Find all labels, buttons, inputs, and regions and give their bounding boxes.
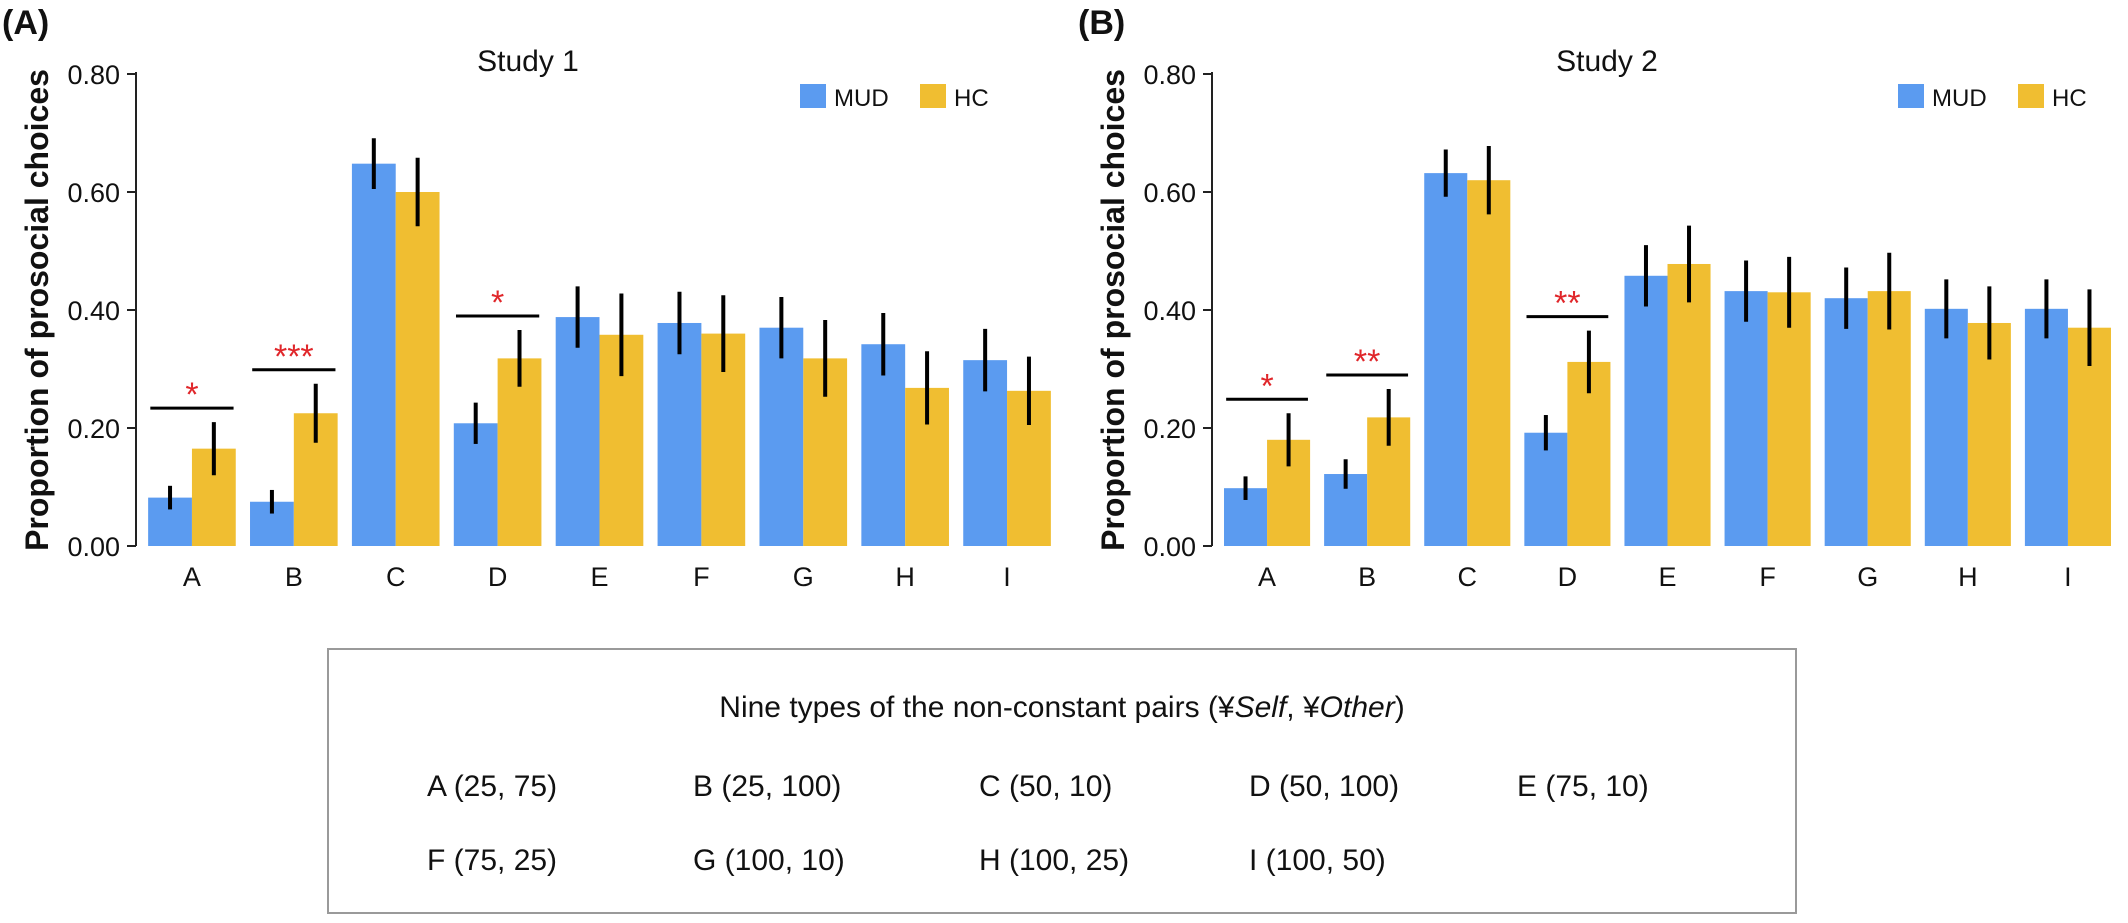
bar-hc-c	[395, 192, 440, 546]
pair-item-a: A (25, 75)	[427, 770, 558, 803]
legend-label-hc: HC	[954, 85, 989, 112]
y-tick-label: 0.20	[1143, 414, 1196, 444]
pair-item-e: E (75, 10)	[1517, 770, 1649, 803]
pair-item-i: I (100, 50)	[1249, 844, 1386, 877]
chart-panel-b: (B) Study 2 Proportion of prosocial choice…	[1078, 4, 2111, 592]
significance-marker: **	[1354, 343, 1380, 381]
pairs-legend-title-self: Self	[1234, 691, 1287, 724]
panel-label: (A)	[2, 4, 49, 42]
y-tick-label: 0.40	[67, 296, 120, 326]
x-tick-label: H	[1958, 562, 1978, 592]
x-tick-label: B	[285, 562, 303, 592]
y-tick-label: 0.40	[1143, 296, 1196, 326]
bar-mud-f	[657, 322, 702, 546]
bar-mud-i	[2024, 308, 2068, 546]
x-tick-label: I	[1003, 562, 1011, 592]
bar-hc-g	[1867, 291, 1911, 546]
bar-mud-g	[1824, 298, 1868, 546]
pair-item-c: C (50, 10)	[979, 770, 1113, 803]
pairs-legend-box: Nine types of the non-constant pairs (¥S…	[327, 648, 1797, 914]
x-tick-label: A	[1258, 562, 1276, 592]
legend-label-mud: MUD	[1932, 85, 1987, 112]
chart-title: Study 2	[1556, 45, 1658, 78]
x-tick-label: H	[895, 562, 915, 592]
x-tick-label: I	[2064, 562, 2072, 592]
legend-swatch-hc	[920, 84, 946, 108]
pair-item-g: G (100, 10)	[693, 844, 845, 877]
significance-marker: *	[1260, 367, 1273, 405]
x-tick-label: C	[386, 562, 406, 592]
figure-charts: (A) Study 1 Proportion of prosocial choice…	[2, 4, 2111, 592]
bar-hc-c	[1467, 180, 1511, 546]
significance-marker: *	[185, 376, 198, 414]
y-tick-label: 0.80	[1143, 60, 1196, 90]
significance-marker: **	[1554, 285, 1580, 323]
y-tick-label: 0.80	[67, 60, 120, 90]
significance-marker: *	[491, 284, 504, 322]
chart-panel-a: (A) Study 1 Proportion of prosocial choice…	[2, 4, 1051, 592]
x-tick-label: C	[1458, 562, 1478, 592]
y-tick-label: 0.60	[1143, 178, 1196, 208]
x-tick-label: F	[693, 562, 710, 592]
pair-item-b: B (25, 100)	[693, 770, 842, 803]
pairs-legend-title-suffix: )	[1394, 691, 1405, 724]
bar-mud-c	[1424, 173, 1468, 546]
bar-mud-h	[861, 344, 906, 546]
x-tick-label: A	[183, 562, 201, 592]
y-axis-label: Proportion of prosocial choices	[1095, 69, 1131, 551]
legend-swatch-mud	[800, 84, 826, 108]
legend-label-hc: HC	[2052, 85, 2087, 112]
bar-hc-h	[1967, 322, 2011, 546]
bar-hc-f	[1767, 292, 1811, 546]
x-tick-label: D	[1558, 562, 1578, 592]
x-tick-label: E	[590, 562, 608, 592]
pair-item-d: D (50, 100)	[1249, 770, 1400, 803]
significance-marker: ***	[274, 338, 314, 376]
bar-mud-g	[759, 327, 804, 546]
x-tick-label: E	[1658, 562, 1676, 592]
legend-swatch-mud	[1898, 84, 1924, 108]
pairs-legend-title-other: Other	[1319, 691, 1395, 724]
bar-hc-d	[497, 358, 542, 546]
y-tick-label: 0.00	[67, 532, 120, 562]
bar-hc-e	[1667, 263, 1711, 546]
x-tick-label: G	[793, 562, 814, 592]
legend-swatch-hc	[2018, 84, 2044, 108]
pair-item-f: F (75, 25)	[427, 844, 558, 877]
y-axis-label: Proportion of prosocial choices	[19, 69, 55, 551]
bar-mud-f	[1724, 291, 1768, 546]
panel-label: (B)	[1078, 4, 1125, 42]
chart-title: Study 1	[477, 45, 579, 78]
bar-mud-e	[1624, 275, 1668, 546]
y-tick-label: 0.60	[67, 178, 120, 208]
pair-item-h: H (100, 25)	[979, 844, 1130, 877]
x-tick-label: F	[1759, 562, 1776, 592]
y-tick-label: 0.20	[67, 414, 120, 444]
x-tick-label: B	[1358, 562, 1376, 592]
pairs-legend-title-sep: , ¥	[1286, 691, 1320, 724]
pairs-legend-title: Nine types of the non-constant pairs (¥S…	[329, 691, 1795, 725]
bar-mud-e	[555, 317, 600, 546]
bar-mud-d	[1524, 432, 1568, 546]
pairs-legend-title-prefix: Nine types of the non-constant pairs (¥	[719, 691, 1235, 724]
bar-mud-c	[351, 163, 396, 546]
x-tick-label: G	[1857, 562, 1878, 592]
legend-label-mud: MUD	[834, 85, 889, 112]
bar-mud-h	[1924, 308, 1968, 546]
x-tick-label: D	[488, 562, 508, 592]
y-tick-label: 0.00	[1143, 532, 1196, 562]
